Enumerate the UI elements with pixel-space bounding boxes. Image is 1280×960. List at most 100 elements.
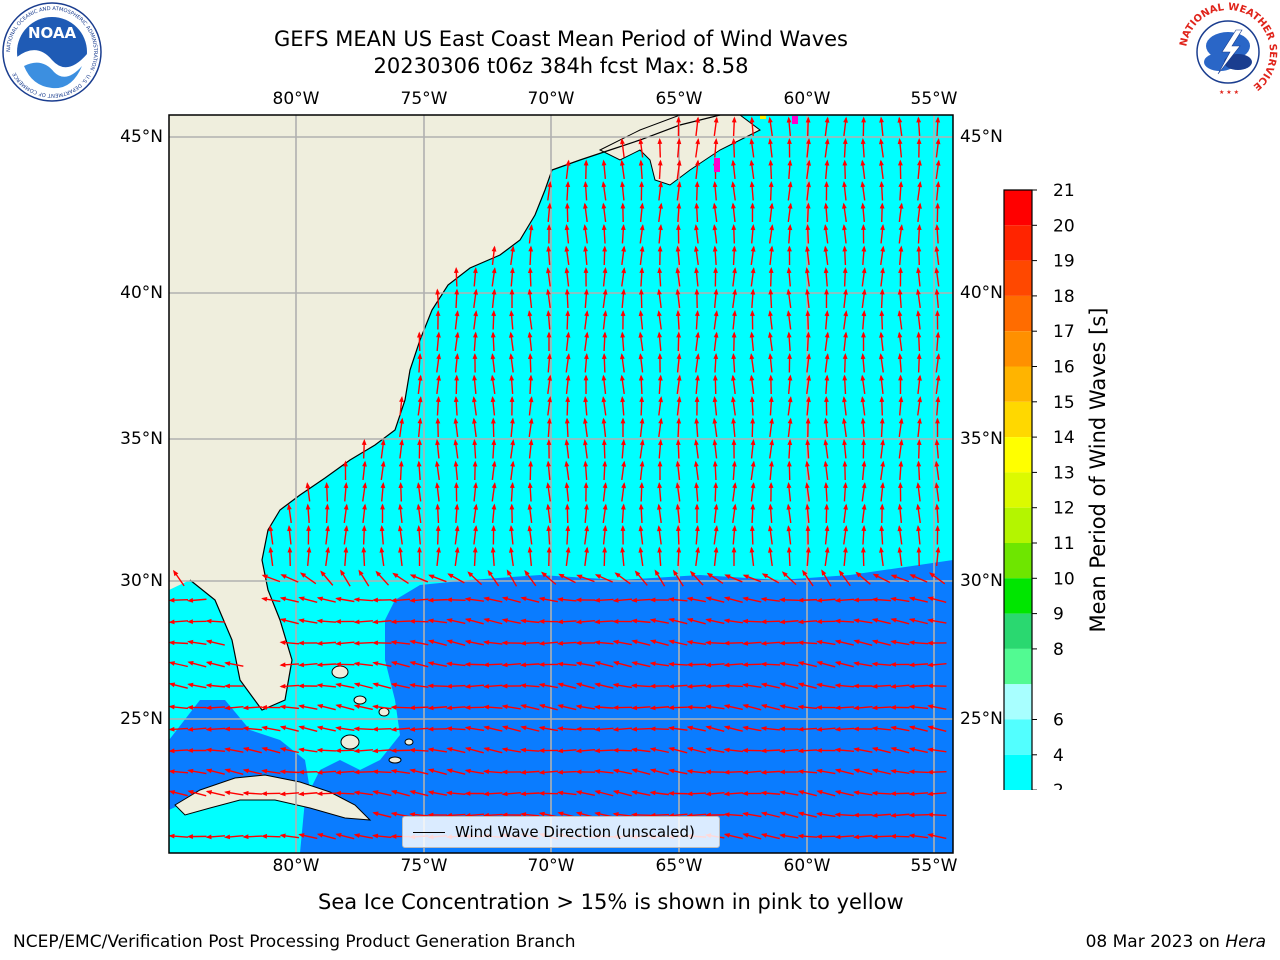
colorbar-segment [1004,754,1032,790]
arrow-head [917,181,923,188]
arrow-head [620,374,625,381]
arrow-head [639,181,644,187]
arrow-head [749,546,755,553]
arrow-head [723,704,731,709]
wind-arrow [916,482,921,502]
wind-arrow [760,640,781,646]
wind-arrow [564,503,570,524]
arrow-head [473,310,478,317]
arrow-head [298,769,304,775]
arrow-head [510,439,516,446]
wind-arrow [713,116,719,137]
arrow-head [538,725,545,731]
arrow-head [916,116,922,123]
wind-arrow [750,439,756,459]
arrow-head [454,525,460,532]
wind-arrow [860,417,866,438]
arrow-head [335,682,342,688]
arrow-head [927,791,934,797]
arrow-head [749,181,755,188]
arrow-head [898,396,904,403]
arrow-head [898,202,904,209]
wind-arrow [583,482,589,502]
wind-arrow [890,617,910,625]
arrow-head [731,439,737,445]
wind-arrow [934,482,940,502]
wind-arrow [779,704,799,710]
lat-tick-label: 35°N [960,429,1003,449]
wind-arrow [602,546,608,567]
wind-arrow [565,159,571,180]
wind-arrow [730,396,736,416]
wind-arrow [372,619,392,625]
wind-arrow [689,570,704,586]
arrow-head [934,267,940,274]
arrow-head [935,374,941,381]
wind-arrow [434,460,440,481]
arrow-head [316,833,324,838]
arrow-head [657,439,663,446]
wind-arrow [538,596,558,603]
wind-arrow [621,288,626,309]
arrow-head [379,546,385,553]
arrow-head [842,482,848,489]
arrow-head [416,331,422,338]
wind-arrow [490,331,496,352]
wind-arrow [509,482,515,502]
arrow-head [649,790,656,796]
arrow-head [805,439,811,446]
arrow-head [417,374,423,381]
arrow-head [712,374,718,381]
arrow-head [409,747,416,753]
wind-arrow [575,704,595,710]
arrow-head [917,374,922,381]
arrow-head [879,331,884,338]
wind-arrow [538,662,559,667]
wind-arrow [834,639,854,646]
arrow-head [934,439,940,446]
wind-arrow [602,331,608,352]
arrow-head [861,224,866,230]
arrow-head [501,791,508,797]
wind-arrow [843,331,848,352]
arrow-head [768,396,774,403]
wind-arrow [454,482,459,502]
arrow-head [767,331,773,338]
wind-arrow [649,790,670,796]
wind-arrow [890,812,910,818]
arrow-head [787,224,793,231]
arrow-head [916,267,921,274]
arrow-head [372,748,379,754]
arrow-head [390,834,397,839]
wind-arrow [694,460,699,481]
wind-arrow [935,331,941,352]
wind-arrow [187,748,207,753]
arrow-head [705,662,712,668]
wind-arrow [446,639,466,646]
arrow-head [594,726,601,732]
footer-date-text: 08 Mar 2023 on [1085,932,1226,952]
arrow-head [786,331,792,338]
arrow-head [409,705,415,711]
wind-arrow [528,439,534,459]
arrow-head [490,396,496,403]
wind-arrow [557,661,577,667]
wind-arrow [224,683,244,689]
arrow-head [742,662,748,668]
wind-arrow [435,396,441,416]
wind-arrow [353,790,374,796]
arrow-head [842,159,848,166]
arrow-head [842,460,848,467]
wind-arrow [187,597,207,603]
wind-arrow [409,726,429,732]
wind-arrow [427,683,448,689]
wind-arrow [805,546,811,567]
arrow-head [557,661,564,667]
arrow-head [390,704,397,710]
arrow-head [416,482,422,489]
wind-arrow [454,353,460,373]
arrow-head [594,661,601,666]
arrow-head [675,525,681,531]
arrow-head [713,310,719,317]
arrow-head [527,546,533,553]
